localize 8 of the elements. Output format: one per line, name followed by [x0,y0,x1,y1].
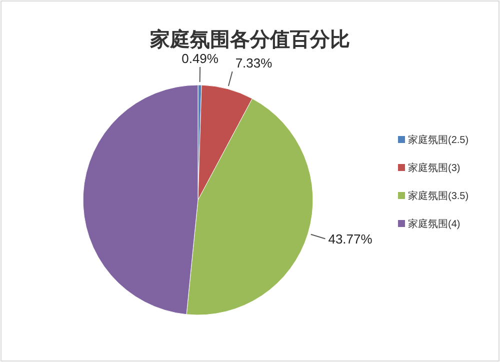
legend-label: 家庭氛围(3) [408,162,460,174]
legend-label: 家庭氛围(4) [408,218,460,230]
legend-label: 家庭氛围(3.5) [408,190,469,202]
data-label: 43.77% [328,232,373,247]
data-label: 0.49% [182,51,219,66]
legend-label: 家庭氛围(2.5) [408,134,469,146]
data-label: 7.33% [235,56,273,71]
chart-title: 家庭氛围各分值百分比 [149,28,350,51]
